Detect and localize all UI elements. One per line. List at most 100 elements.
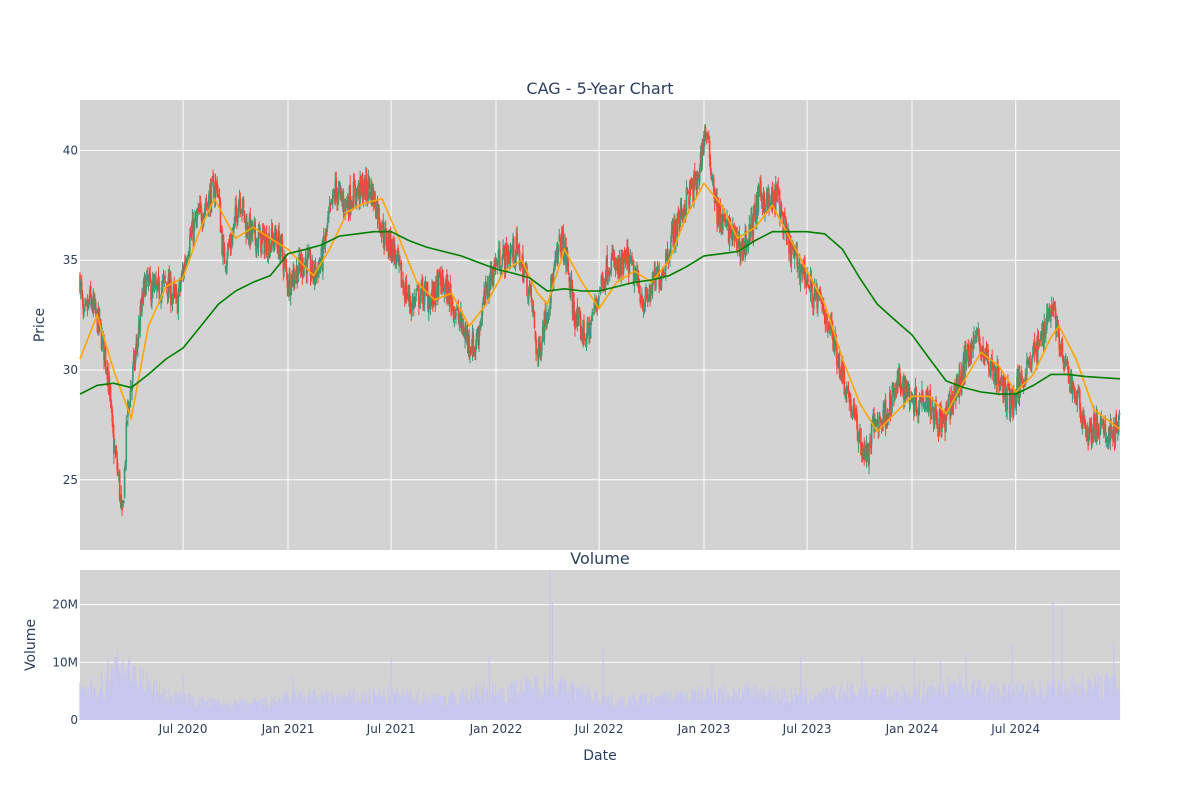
- volume-bar: [990, 684, 992, 720]
- candle-body: [700, 152, 703, 165]
- volume-bar: [670, 690, 672, 720]
- candle-body: [142, 281, 145, 300]
- volume-bar: [980, 688, 982, 720]
- volume-bar: [1115, 690, 1117, 720]
- volume-bar: [133, 685, 136, 720]
- volume-bar: [798, 705, 800, 720]
- candle-body: [589, 322, 591, 338]
- candle-body: [970, 342, 973, 359]
- candle-body: [1003, 382, 1005, 401]
- volume-bar: [1111, 676, 1113, 720]
- volume-bar: [142, 689, 144, 720]
- candle-body: [483, 290, 485, 302]
- volume-bar: [493, 696, 495, 720]
- volume-bar: [718, 688, 720, 720]
- candle-body: [763, 193, 765, 213]
- volume-bar: [738, 687, 740, 720]
- volume-bar: [494, 696, 496, 720]
- volume-bar: [874, 685, 876, 720]
- volume-bar: [325, 692, 327, 720]
- volume-bar: [115, 656, 117, 720]
- volume-bar: [315, 699, 317, 720]
- x-tick-label: Jan 2022: [469, 722, 523, 736]
- volume-bar: [696, 705, 698, 720]
- candle-body: [352, 181, 355, 208]
- volume-bar: [534, 676, 536, 720]
- candle-body: [1050, 312, 1052, 322]
- volume-bar: [466, 705, 469, 720]
- volume-bar: [1024, 694, 1026, 720]
- volume-bar: [359, 702, 361, 720]
- candle-body: [183, 263, 185, 279]
- candle-body: [1064, 358, 1066, 368]
- volume-bar: [550, 684, 552, 720]
- volume-bar: [862, 696, 864, 720]
- volume-bar: [852, 691, 854, 720]
- volume-bar: [628, 697, 631, 720]
- volume-bar: [1099, 700, 1101, 720]
- candle-body: [598, 295, 600, 301]
- candle-body: [1003, 383, 1006, 385]
- volume-bar: [398, 695, 400, 720]
- candle-body: [132, 365, 134, 380]
- volume-bar: [195, 708, 198, 720]
- candle-body: [518, 250, 521, 267]
- volume-bar: [916, 695, 918, 720]
- volume-bar: [335, 705, 337, 720]
- candle-body: [448, 285, 451, 306]
- candle-body: [218, 195, 220, 197]
- volume-bar: [192, 698, 194, 720]
- candle-body: [449, 282, 451, 293]
- volume-bar: [660, 696, 662, 720]
- candle-body: [341, 195, 343, 201]
- candle-body: [231, 236, 233, 248]
- candle-body: [799, 267, 802, 282]
- volume-bar: [858, 685, 860, 720]
- volume-bar: [332, 700, 334, 720]
- candle-body: [204, 208, 206, 212]
- candle-body: [491, 272, 494, 285]
- candle-body: [367, 179, 370, 200]
- volume-bar: [688, 703, 690, 720]
- volume-bar: [1106, 672, 1108, 720]
- volume-bar: [1043, 700, 1045, 720]
- volume-bar: [87, 685, 89, 720]
- volume-bar: [613, 707, 615, 720]
- volume-bar: [292, 676, 294, 720]
- volume-bar: [214, 702, 217, 720]
- candle-body: [637, 272, 639, 284]
- candle-body: [555, 257, 557, 260]
- candle-body: [171, 296, 174, 303]
- volume-bar: [421, 703, 423, 720]
- volume-bar: [586, 704, 588, 720]
- candle-body: [460, 311, 462, 323]
- volume-bar: [761, 699, 764, 720]
- volume-bar: [461, 692, 463, 720]
- candle-body: [908, 387, 911, 405]
- volume-bar: [745, 684, 747, 720]
- volume-bar: [870, 694, 872, 720]
- volume-bar: [784, 689, 786, 720]
- volume-bar: [357, 692, 359, 720]
- candle-body: [1056, 322, 1059, 325]
- volume-bar: [966, 684, 968, 720]
- volume-bar: [200, 706, 202, 720]
- candle-body: [979, 337, 981, 347]
- volume-bar: [487, 700, 489, 720]
- candle-body: [913, 394, 916, 412]
- volume-bar: [395, 693, 397, 720]
- volume-bar: [619, 698, 621, 720]
- volume-bar: [877, 702, 879, 720]
- volume-bar: [828, 705, 830, 720]
- volume-bar: [982, 692, 984, 720]
- candle-body: [774, 185, 777, 211]
- volume-bar: [279, 697, 281, 720]
- volume-bar: [856, 695, 859, 720]
- candle-body: [213, 180, 215, 201]
- volume-bar: [428, 702, 431, 720]
- volume-bar: [295, 693, 297, 720]
- candle-body: [189, 235, 191, 251]
- volume-bar: [1109, 677, 1111, 720]
- volume-bar: [782, 705, 784, 720]
- candle-body: [112, 422, 114, 434]
